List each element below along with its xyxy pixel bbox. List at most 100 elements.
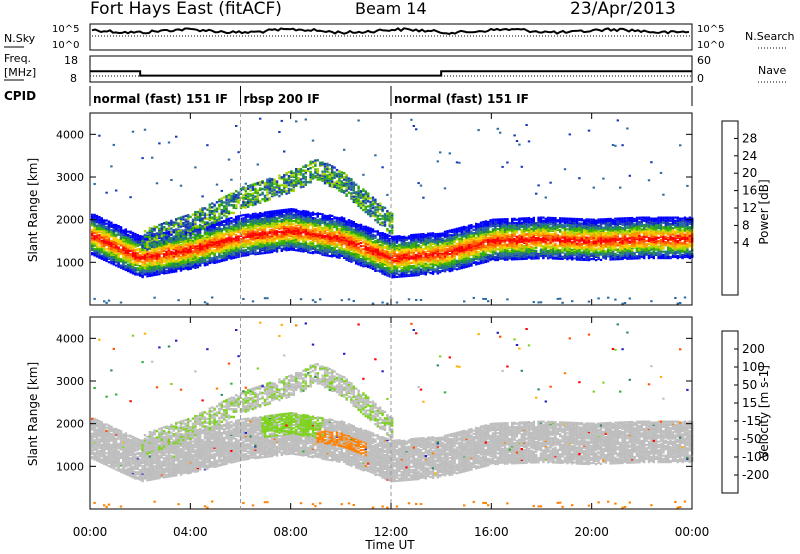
power-cell — [290, 214, 293, 217]
power-cell — [237, 225, 240, 228]
power-cell — [235, 205, 238, 208]
power-cell — [355, 243, 358, 246]
power-cell — [278, 217, 281, 220]
power-cell — [160, 226, 163, 230]
power-cell — [263, 231, 267, 234]
power-cell — [381, 233, 384, 236]
power-cell — [218, 227, 221, 230]
power-cell — [362, 188, 365, 191]
power-cell — [321, 247, 324, 250]
power-cell — [316, 223, 319, 226]
power-cell — [297, 179, 300, 182]
power-cell — [103, 253, 106, 256]
power-cell — [323, 228, 327, 231]
power-cell — [287, 244, 291, 247]
power-cell — [285, 238, 288, 241]
power-cell — [143, 246, 147, 249]
power-cell — [266, 181, 269, 184]
power-cell — [352, 256, 355, 259]
power-cell — [364, 208, 367, 211]
power-cell — [347, 249, 351, 252]
power-cell — [335, 231, 339, 234]
power-cell — [314, 213, 317, 216]
power-cell — [254, 226, 257, 229]
power-cell — [151, 254, 154, 257]
power-cell — [206, 231, 209, 234]
power-cell — [263, 188, 267, 191]
power-cell — [311, 176, 315, 179]
power-cell — [319, 174, 322, 177]
power-cell — [333, 244, 336, 247]
power-cell — [292, 182, 295, 185]
power-cell — [268, 251, 271, 254]
power-cell — [167, 271, 171, 274]
power-cell — [146, 235, 149, 238]
power-cell — [364, 195, 367, 198]
power-cell — [268, 222, 271, 225]
power-cell — [167, 234, 171, 237]
power-cell — [119, 301, 123, 304]
power-cell — [311, 242, 315, 245]
power-cell — [292, 213, 295, 216]
power-cell — [405, 259, 408, 262]
power-cell — [218, 205, 221, 208]
power-cell — [259, 187, 262, 190]
power-cell — [304, 118, 307, 121]
power-cell — [167, 233, 171, 236]
power-cell — [259, 225, 262, 228]
power-cell — [95, 245, 99, 248]
power-cell — [136, 272, 139, 275]
power-cell — [403, 266, 406, 269]
power-cell — [328, 171, 331, 174]
power-cell — [350, 192, 353, 195]
power-cell — [316, 248, 319, 251]
power-cell — [235, 195, 238, 198]
power-cell — [259, 223, 262, 226]
power-cell — [134, 232, 137, 236]
power-cell — [302, 227, 305, 230]
power-cell — [369, 230, 372, 233]
power-cell — [235, 242, 238, 245]
power-cell — [283, 186, 286, 190]
power-cell — [309, 231, 312, 234]
power-cell — [242, 186, 245, 189]
power-cell — [160, 246, 163, 249]
power-cell — [391, 224, 394, 227]
power-cell — [314, 220, 317, 223]
power-cell — [335, 223, 339, 226]
power-cell — [251, 197, 255, 200]
power-cell — [242, 230, 245, 233]
power-cell — [225, 210, 228, 213]
power-cell — [383, 258, 387, 261]
power-cell — [196, 228, 199, 231]
power-cell — [136, 235, 139, 238]
power-cell — [407, 254, 411, 257]
power-cell — [261, 224, 264, 227]
power-cell — [259, 188, 262, 191]
power-cell — [326, 170, 329, 173]
power-cell — [235, 218, 238, 222]
power-cell — [242, 196, 245, 200]
power-cell — [278, 230, 281, 234]
power-cell — [271, 220, 274, 223]
power-cell — [93, 183, 96, 185]
power-cell — [287, 178, 291, 182]
power-cell — [275, 237, 279, 240]
power-cell — [244, 233, 247, 236]
power-cell — [182, 222, 185, 225]
power-cell — [223, 245, 226, 248]
power-cell — [275, 209, 279, 212]
power-cell — [251, 238, 255, 241]
power-cell — [143, 235, 147, 238]
power-cell — [182, 223, 185, 226]
power-cell — [218, 243, 221, 246]
power-cell — [206, 302, 209, 305]
power-cell — [155, 265, 159, 268]
power-cell — [182, 265, 185, 269]
power-cell — [271, 232, 274, 235]
power-cell — [160, 256, 163, 259]
power-cell — [292, 223, 295, 226]
power-cell — [297, 173, 300, 176]
power-cell — [196, 226, 199, 229]
power-cell — [280, 191, 283, 194]
